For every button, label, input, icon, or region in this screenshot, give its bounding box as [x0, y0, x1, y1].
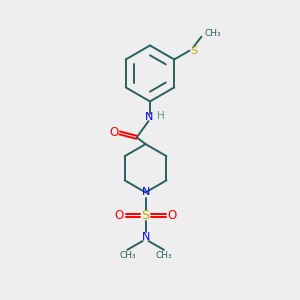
Text: S: S: [142, 209, 150, 222]
Text: N: N: [141, 188, 150, 197]
Text: N: N: [145, 112, 154, 122]
Text: O: O: [115, 209, 124, 222]
Text: CH₃: CH₃: [119, 250, 136, 260]
Text: O: O: [109, 126, 119, 140]
Text: H: H: [157, 111, 165, 121]
Text: S: S: [190, 46, 197, 56]
Text: N: N: [141, 232, 150, 242]
Text: CH₃: CH₃: [205, 29, 222, 38]
Text: CH₃: CH₃: [155, 250, 172, 260]
Text: O: O: [167, 209, 177, 222]
